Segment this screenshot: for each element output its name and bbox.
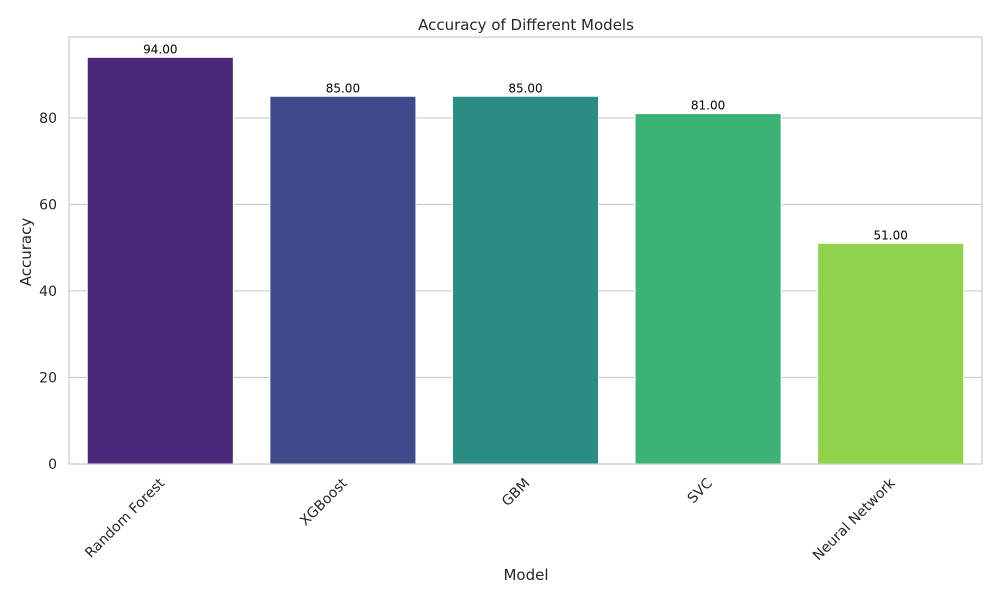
bar xyxy=(817,242,965,465)
bar-value-label: 51.00 xyxy=(874,228,908,242)
y-tick-label: 60 xyxy=(39,197,57,213)
bar xyxy=(86,56,234,465)
y-tick-labels: 0 20 40 60 80 xyxy=(39,111,57,473)
x-axis-label: Model xyxy=(503,566,548,584)
y-axis-label: Accuracy xyxy=(17,218,35,287)
bar-value-label: 85.00 xyxy=(326,81,360,95)
y-tick-label: 0 xyxy=(48,457,57,473)
bars xyxy=(86,56,965,465)
y-tick-label: 80 xyxy=(39,111,57,127)
y-tick-label: 40 xyxy=(39,284,57,300)
plot-frame xyxy=(68,36,983,465)
value-labels: 94.00 85.00 85.00 81.00 51.00 xyxy=(143,42,908,242)
bar-value-label: 94.00 xyxy=(143,42,177,56)
y-tick-label: 20 xyxy=(39,370,57,386)
chart-title: Accuracy of Different Models xyxy=(418,16,634,34)
bar xyxy=(451,95,600,465)
bar-value-label: 81.00 xyxy=(691,99,725,113)
bar xyxy=(634,113,782,465)
bar-value-label: 85.00 xyxy=(508,81,542,95)
bar xyxy=(269,95,417,465)
